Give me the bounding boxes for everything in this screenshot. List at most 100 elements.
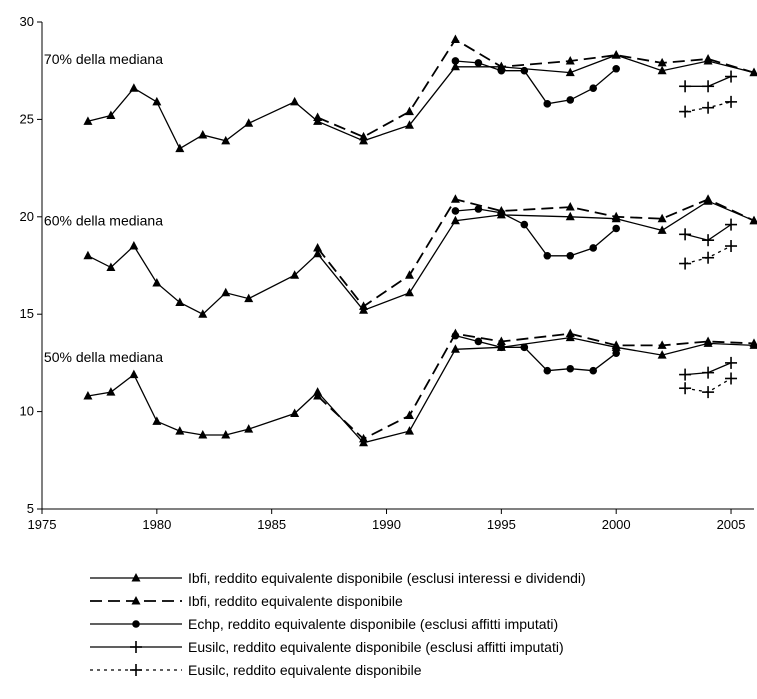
data-point	[83, 116, 93, 125]
data-point	[749, 67, 757, 77]
data-point	[749, 338, 757, 347]
data-point	[565, 202, 575, 211]
series-line	[317, 38, 755, 138]
data-point	[175, 426, 185, 435]
legend-swatch-marker	[132, 620, 140, 628]
data-point	[612, 64, 620, 73]
data-point	[612, 349, 620, 357]
data-point	[474, 59, 483, 67]
legend-swatch-marker	[131, 573, 141, 582]
data-point	[450, 215, 460, 225]
legend-label: Eusilc, reddito equivalente disponibile	[188, 662, 422, 678]
data-point	[703, 336, 713, 345]
series-line	[455, 60, 617, 105]
data-point	[474, 337, 483, 346]
data-point	[702, 80, 715, 93]
series-13	[679, 356, 738, 381]
data-point	[359, 131, 369, 141]
series-2	[451, 57, 620, 108]
x-tick-label: 1980	[142, 517, 171, 532]
data-point	[451, 331, 460, 340]
legend-item: Ibfi, reddito equivalente disponibile (e…	[90, 570, 586, 586]
data-point	[290, 408, 300, 418]
data-point	[404, 287, 414, 297]
series-9	[679, 240, 738, 270]
y-tick-label: 15	[20, 306, 34, 321]
data-point	[359, 301, 369, 310]
annotation-label: 70% della mediana	[44, 51, 163, 67]
chart-annotations: 70% della mediana 60% della mediana 50% de…	[44, 51, 163, 365]
y-tick-label: 30	[20, 14, 34, 29]
chart-series	[83, 34, 757, 447]
data-point	[152, 278, 162, 287]
data-point	[565, 67, 575, 77]
data-point	[611, 340, 621, 349]
data-point	[129, 369, 139, 379]
data-point	[679, 228, 692, 241]
data-point	[404, 426, 414, 435]
data-point	[404, 106, 414, 116]
data-point	[702, 251, 715, 264]
series-3	[679, 70, 738, 93]
y-tick-label: 10	[20, 404, 34, 419]
data-point	[566, 96, 575, 104]
data-point	[359, 433, 369, 443]
data-point	[290, 270, 300, 279]
data-point	[589, 84, 598, 93]
data-point	[404, 410, 414, 419]
data-point	[244, 293, 254, 303]
data-point	[679, 382, 692, 395]
data-point	[244, 118, 254, 127]
data-point	[589, 244, 598, 252]
data-point	[313, 112, 323, 121]
series-line	[87, 336, 755, 444]
data-point	[106, 387, 116, 396]
chart-legend: Ibfi, reddito equivalente disponibile (e…	[90, 570, 586, 678]
data-point	[520, 343, 529, 352]
data-point	[450, 34, 460, 44]
data-point	[496, 336, 506, 345]
legend-item: Echp, reddito equivalente disponibile (e…	[90, 616, 558, 632]
y-tick-label: 20	[20, 209, 34, 224]
data-point	[657, 225, 667, 234]
legend-label: Echp, reddito equivalente disponibile (e…	[188, 616, 558, 632]
data-point	[612, 224, 620, 233]
series-line	[455, 208, 617, 257]
x-tick-label: 1995	[487, 517, 516, 532]
series-1	[313, 34, 757, 141]
series-6	[313, 194, 757, 310]
legend-swatch-marker	[131, 596, 141, 605]
series-14	[679, 372, 738, 399]
series-line	[316, 332, 755, 440]
data-point	[497, 209, 506, 217]
data-point	[725, 70, 738, 83]
y-tick-label: 25	[20, 111, 34, 126]
y-tick-label: 5	[27, 501, 34, 516]
legend-item: Ibfi, reddito equivalente disponibile	[90, 593, 403, 609]
series-8	[679, 218, 738, 247]
x-tick-label: 1990	[372, 517, 401, 532]
data-point	[497, 66, 506, 75]
data-point	[175, 297, 185, 307]
data-point	[679, 368, 692, 381]
series-line	[316, 198, 755, 308]
data-point	[106, 110, 116, 120]
data-point	[450, 194, 460, 203]
data-point	[543, 100, 552, 108]
data-point	[725, 372, 738, 385]
data-point	[520, 66, 529, 75]
data-point	[703, 194, 713, 203]
annotation-label: 50% della mediana	[44, 349, 163, 365]
data-point	[198, 129, 208, 139]
data-point	[404, 120, 414, 129]
legend-label: Ibfi, reddito equivalente disponibile	[188, 593, 403, 609]
data-point	[702, 101, 715, 114]
data-point	[404, 270, 414, 279]
series-line	[455, 334, 617, 372]
data-point	[565, 55, 575, 65]
data-point	[83, 250, 93, 260]
data-point	[589, 366, 598, 375]
data-point	[313, 242, 323, 252]
data-point	[451, 207, 460, 215]
